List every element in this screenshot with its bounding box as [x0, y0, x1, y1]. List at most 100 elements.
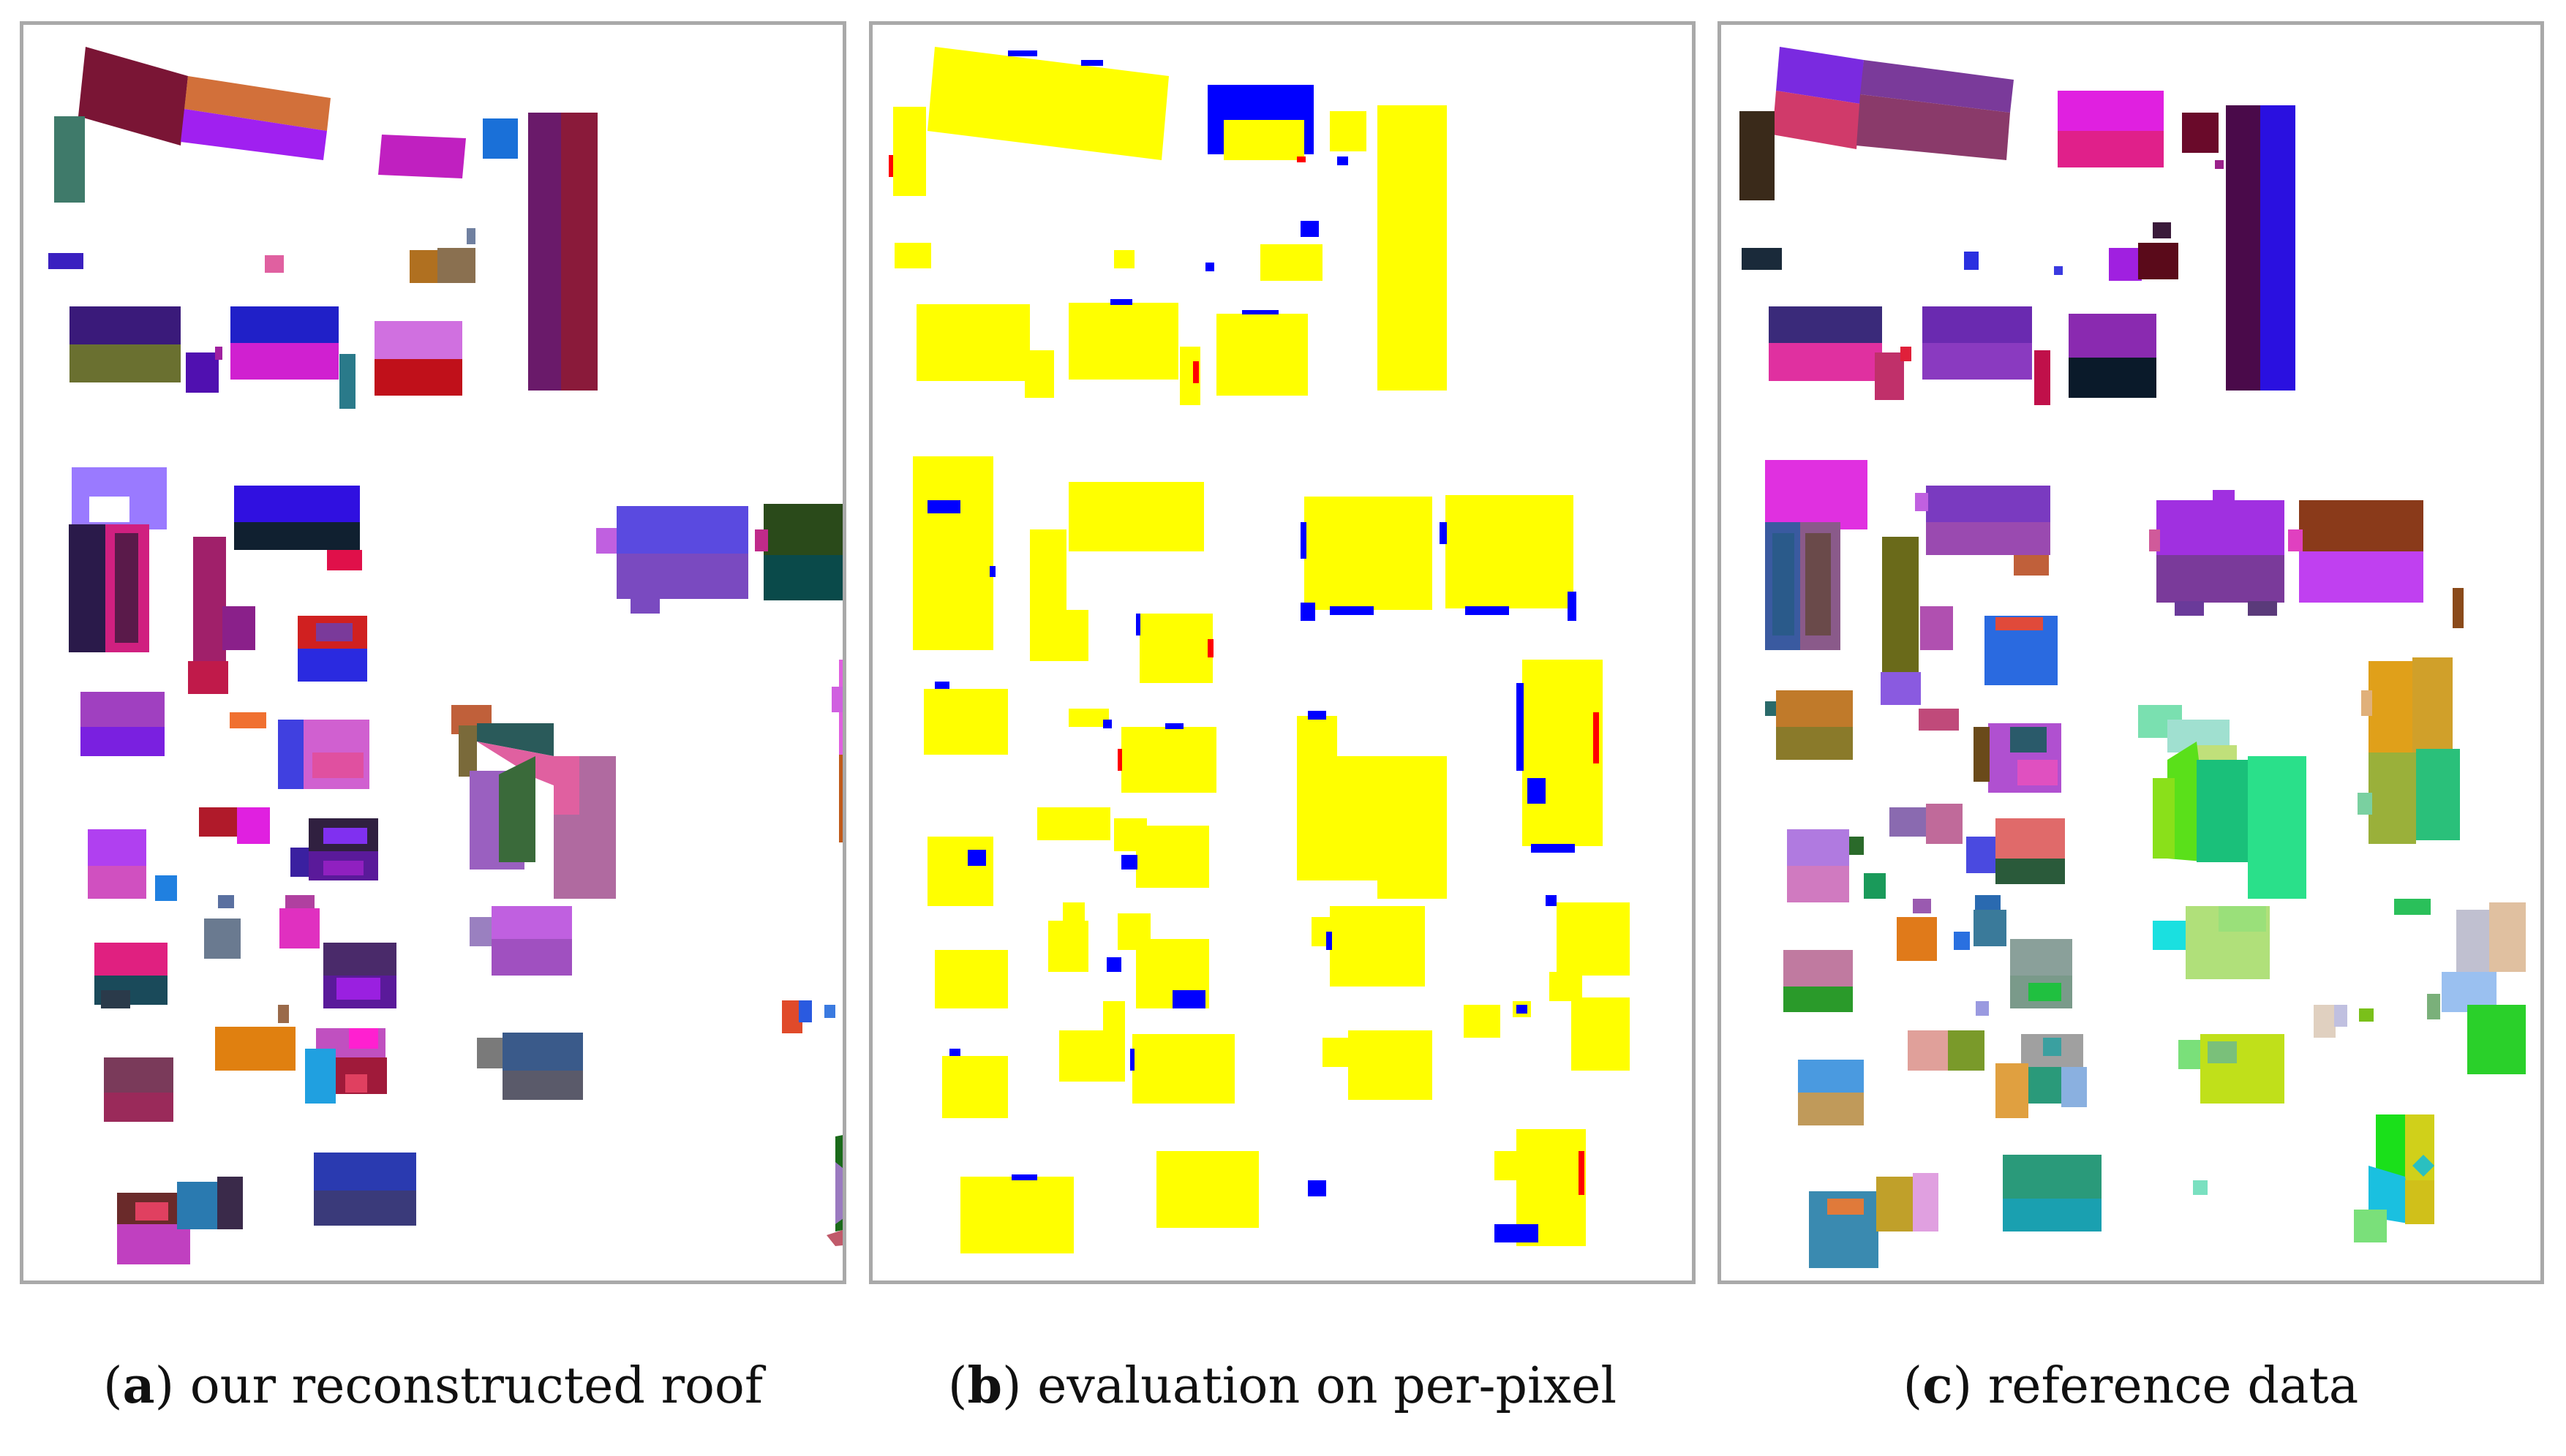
- evaluation-building: [1103, 1001, 1125, 1030]
- reference-building: [2412, 657, 2453, 752]
- false-positive-region: [1593, 712, 1599, 763]
- reference-building: [2405, 1180, 2434, 1224]
- false-negative-region: [1531, 844, 1575, 853]
- reference-building: [1772, 533, 1794, 635]
- caption-a: (a) our reconstructed roof: [102, 1357, 764, 1415]
- evaluation-building: [1494, 1151, 1524, 1180]
- roof-segment: [234, 486, 360, 522]
- evaluation-building: [1069, 482, 1204, 551]
- reference-building: [2288, 529, 2303, 551]
- evaluation-building: [1348, 1030, 1432, 1100]
- false-negative-region: [1110, 299, 1132, 305]
- roof-segment: [314, 1191, 416, 1226]
- reference-building: [1926, 522, 2050, 555]
- roof-segment: [596, 528, 617, 554]
- reference-building: [2156, 555, 2284, 603]
- false-negative-region: [1205, 263, 1214, 271]
- roof-segment: [89, 497, 129, 522]
- reference-building: [1995, 818, 2065, 859]
- false-negative-region: [1494, 1224, 1538, 1242]
- roof-segment: [561, 113, 598, 391]
- caption-a-label: a: [122, 1357, 155, 1415]
- reference-building: [1769, 306, 1882, 343]
- caption-b-label: b: [967, 1357, 1002, 1415]
- reference-building: [1913, 899, 1931, 913]
- reference-building: [1995, 1063, 2028, 1118]
- false-positive-region: [1208, 639, 1214, 657]
- reference-building: [2043, 1038, 2061, 1056]
- false-negative-region: [1516, 1005, 1527, 1014]
- reference-building: [2153, 921, 2186, 950]
- evaluation-building: [913, 456, 993, 650]
- reference-building: [2061, 1067, 2087, 1107]
- false-negative-region: [1465, 606, 1509, 615]
- evaluation-building: [928, 47, 1169, 160]
- reference-building: [2213, 490, 2235, 501]
- false-negative-region: [1130, 1049, 1135, 1071]
- roof-segment: [316, 623, 353, 641]
- false-negative-region: [1301, 522, 1306, 559]
- reference-building: [2014, 555, 2049, 576]
- reference-building: [1787, 829, 1849, 866]
- roof-segment: [218, 895, 234, 908]
- false-negative-region: [949, 1049, 960, 1056]
- roof-segment: [839, 755, 843, 842]
- reference-building: [1915, 493, 1928, 511]
- reference-building: [1919, 709, 1959, 731]
- reference-building: [2427, 994, 2440, 1019]
- roof-segment: [215, 1027, 296, 1071]
- reference-building: [2226, 105, 2260, 391]
- reference-building: [1776, 727, 1853, 760]
- false-positive-region: [1579, 1151, 1584, 1195]
- reference-building: [1966, 837, 1995, 873]
- roof-segment: [617, 506, 748, 554]
- reference-building: [1948, 1030, 1984, 1071]
- evaluation-building: [1557, 902, 1630, 976]
- reference-building: [2010, 939, 2072, 976]
- panel-reference-data: [1717, 21, 2544, 1284]
- false-positive-region: [1297, 156, 1306, 162]
- reference-building: [2453, 588, 2464, 628]
- evaluation-building: [1140, 614, 1213, 683]
- evaluation-building: [1069, 709, 1109, 727]
- roof-segment: [88, 829, 146, 866]
- reference-building: [2369, 661, 2412, 763]
- roof-segment: [755, 529, 768, 551]
- evaluation-building: [895, 243, 931, 268]
- roof-segment: [323, 861, 364, 875]
- roof-segment: [215, 347, 222, 360]
- roof-segment: [101, 990, 130, 1008]
- reference-building: [2017, 760, 2058, 785]
- false-negative-region: [1330, 606, 1374, 615]
- false-negative-region: [1516, 683, 1524, 771]
- false-negative-region: [1012, 1174, 1037, 1180]
- caption-a-text: our reconstructed roof: [189, 1357, 764, 1415]
- roof-segment: [349, 1028, 378, 1049]
- reference-building: [2314, 1005, 2336, 1038]
- reference-building: [2193, 1180, 2208, 1195]
- false-negative-region: [1301, 603, 1315, 621]
- reference-building: [2028, 983, 2061, 1001]
- reference-building: [1856, 94, 2010, 160]
- evaluation-building: [1063, 902, 1085, 921]
- roof-segment: [528, 113, 561, 391]
- false-negative-region: [1337, 156, 1348, 165]
- reference-building: [1920, 606, 1953, 650]
- roof-segment: [80, 727, 165, 756]
- roof-segment: [230, 712, 266, 728]
- reference-building: [1908, 1030, 1948, 1071]
- reference-building: [2354, 1210, 2387, 1242]
- roof-segment: [117, 1224, 190, 1264]
- reference-building: [1739, 111, 1775, 200]
- evaluation-building: [1121, 727, 1216, 793]
- reference-building: [1974, 910, 2006, 946]
- evaluation-building: [1330, 111, 1366, 151]
- false-negative-region: [1326, 932, 1332, 950]
- reference-building: [2361, 690, 2372, 716]
- roof-segment: [459, 725, 477, 777]
- roof-segment: [375, 359, 462, 396]
- roof-segment: [339, 354, 355, 409]
- reference-building: [1860, 60, 2014, 113]
- roof-segment: [799, 1000, 812, 1022]
- reference-building: [1776, 47, 1864, 104]
